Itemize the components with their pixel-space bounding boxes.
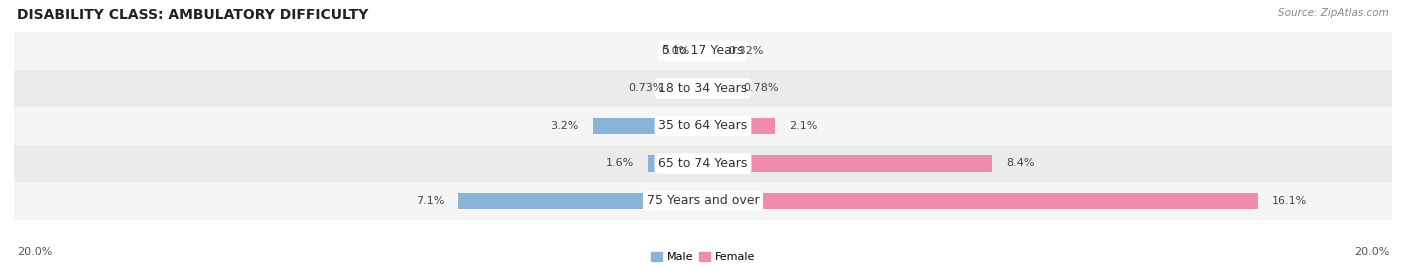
Text: 8.4%: 8.4% (1007, 158, 1035, 169)
Text: 18 to 34 Years: 18 to 34 Years (658, 82, 748, 95)
Text: 7.1%: 7.1% (416, 196, 444, 206)
Legend: Male, Female: Male, Female (647, 247, 759, 267)
Bar (14, 182, 1392, 220)
Text: 0.0%: 0.0% (661, 46, 689, 56)
Text: 20.0%: 20.0% (1354, 247, 1389, 257)
Bar (14, 70, 1392, 107)
Text: 65 to 74 Years: 65 to 74 Years (658, 157, 748, 170)
Bar (14, 107, 1392, 145)
Text: 0.73%: 0.73% (628, 83, 664, 94)
Bar (14, 145, 1392, 182)
Bar (458, 192, 703, 210)
Text: 16.1%: 16.1% (1271, 196, 1306, 206)
Bar (703, 80, 730, 97)
Text: 35 to 64 Years: 35 to 64 Years (658, 120, 748, 132)
Text: 2.1%: 2.1% (789, 121, 817, 131)
Text: 0.32%: 0.32% (728, 46, 763, 56)
Text: 1.6%: 1.6% (606, 158, 634, 169)
Bar (703, 42, 714, 59)
Text: DISABILITY CLASS: AMBULATORY DIFFICULTY: DISABILITY CLASS: AMBULATORY DIFFICULTY (17, 8, 368, 22)
Text: 75 Years and over: 75 Years and over (647, 195, 759, 207)
Bar (593, 117, 703, 134)
Text: 20.0%: 20.0% (17, 247, 52, 257)
Text: 5 to 17 Years: 5 to 17 Years (662, 44, 744, 57)
Text: Source: ZipAtlas.com: Source: ZipAtlas.com (1278, 8, 1389, 18)
Bar (14, 32, 1392, 70)
Text: 0.78%: 0.78% (744, 83, 779, 94)
Text: 3.2%: 3.2% (551, 121, 579, 131)
Bar (703, 155, 993, 172)
Bar (648, 155, 703, 172)
Bar (703, 192, 1257, 210)
Bar (703, 117, 775, 134)
Bar (678, 80, 703, 97)
